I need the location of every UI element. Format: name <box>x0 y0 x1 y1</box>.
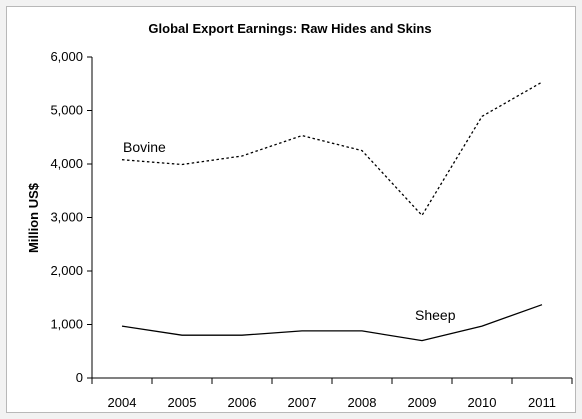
series-line-sheep <box>121 304 543 342</box>
y-tick-label: 4,000 <box>50 156 83 171</box>
y-axis-title: Million US$ <box>26 182 41 253</box>
x-tick-label: 2007 <box>288 395 317 410</box>
series-label-sheep: Sheep <box>415 307 456 323</box>
x-tick-label: 2011 <box>528 395 556 410</box>
x-tick-label: 2005 <box>168 395 197 410</box>
y-tick-label: 2,000 <box>50 263 83 278</box>
data-point-bovine <box>541 81 544 84</box>
plot-area: 0 1,000 2,000 3,000 4,000 5,000 6,000 2004 2005 2… <box>50 49 573 410</box>
x-tick-label: 2004 <box>108 395 137 410</box>
y-tick-label: 6,000 <box>50 49 83 64</box>
chart-frame <box>6 6 576 413</box>
x-tick-label: 2010 <box>468 395 497 410</box>
x-tick-label: 2009 <box>408 395 437 410</box>
y-tick-label: 5,000 <box>50 103 83 118</box>
chart-title: Global Export Earnings: Raw Hides and Sk… <box>148 21 431 36</box>
series-label-bovine: Bovine <box>123 139 166 155</box>
y-tick-label: 1,000 <box>50 317 83 332</box>
y-tick-label: 0 <box>76 370 83 385</box>
y-tick-label: 3,000 <box>50 210 83 225</box>
x-tick-label: 2006 <box>228 395 257 410</box>
series-line-bovine <box>121 81 543 217</box>
x-tick-label: 2008 <box>348 395 377 410</box>
